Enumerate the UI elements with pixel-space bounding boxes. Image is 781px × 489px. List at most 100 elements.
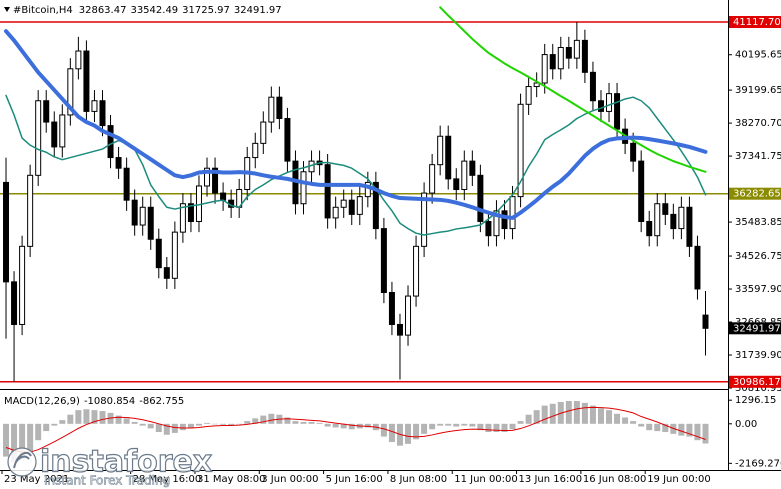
macd-bar xyxy=(268,413,275,424)
macd-bar xyxy=(19,423,26,461)
candle-body xyxy=(493,210,500,237)
macd-bar xyxy=(43,423,50,432)
y-tick-label: 40195.65 xyxy=(735,50,781,61)
candle-body xyxy=(557,46,564,70)
candle-body xyxy=(413,245,420,297)
macd-bar xyxy=(606,410,613,424)
candle-body xyxy=(702,314,709,329)
candle-body xyxy=(654,203,661,237)
macd-bar xyxy=(244,421,251,424)
candle-body xyxy=(147,206,154,240)
y-tick-label: 31739.90 xyxy=(735,350,781,361)
macd-bar xyxy=(413,423,420,440)
header-arrow xyxy=(4,7,10,12)
macd-bar xyxy=(501,423,508,433)
candle-body xyxy=(517,103,524,198)
price-panel xyxy=(0,6,728,383)
macd-name: MACD(12,26,9) xyxy=(4,396,80,407)
macd-bar xyxy=(597,408,604,424)
header-open: 32863.47 xyxy=(79,5,127,16)
x-tick-label: 28 May 16:00 xyxy=(133,474,202,485)
macd-bar xyxy=(517,421,524,424)
y-tick-label: 37341.75 xyxy=(735,151,781,162)
candle-body xyxy=(179,203,186,233)
candle-body xyxy=(606,93,613,112)
candle-body xyxy=(83,50,90,112)
macd-bar xyxy=(573,401,580,424)
macd-value: -1080.854 xyxy=(84,396,135,407)
macd-bar xyxy=(171,423,178,433)
level-label: 36282.65 xyxy=(733,189,781,200)
macd-bar xyxy=(187,423,194,429)
candle-body xyxy=(43,100,50,123)
level-label: 41117.70 xyxy=(733,17,781,28)
candle-body xyxy=(340,199,347,208)
macd-bar xyxy=(220,423,227,425)
candle-body xyxy=(171,231,178,279)
candle-body xyxy=(187,203,194,222)
logo-circle xyxy=(7,447,37,477)
current-price-label: 32491.97 xyxy=(733,323,781,334)
candle-body xyxy=(139,206,146,226)
macd-bar xyxy=(300,421,307,424)
header-high: 33542.49 xyxy=(130,5,178,16)
candle-body xyxy=(163,267,170,279)
header-low: 31725.97 xyxy=(182,5,230,16)
macd-bar xyxy=(11,423,18,463)
macd-bar xyxy=(139,423,146,426)
candle-body xyxy=(35,100,42,176)
candle-body xyxy=(686,206,693,247)
moving-average xyxy=(439,6,707,173)
macd-bar xyxy=(35,423,42,441)
macd-bar xyxy=(525,414,532,424)
macd-bar xyxy=(228,423,235,426)
candle-body xyxy=(453,178,460,191)
watermark: instaforex Instant Forex Trading xyxy=(7,444,213,488)
macd-bar xyxy=(686,423,693,437)
candle-body xyxy=(11,281,18,325)
level-label: 30986.17 xyxy=(733,377,781,388)
x-tick-label: 3 Jun 00:00 xyxy=(261,474,318,485)
y-tick-label: 33597.90 xyxy=(735,284,781,295)
candle-body xyxy=(405,295,412,336)
x-tick-label: 23 May 2021 xyxy=(4,474,69,485)
candle-body xyxy=(284,118,291,162)
macd-bar xyxy=(477,423,484,431)
macd-bar xyxy=(324,423,331,427)
candle-body xyxy=(123,167,130,201)
macd-bar xyxy=(147,423,154,429)
candle-body xyxy=(662,203,669,215)
candle-body xyxy=(372,181,379,230)
macd-bar xyxy=(493,423,500,433)
candle-body xyxy=(332,206,339,219)
candle-body xyxy=(380,228,387,294)
candle-body xyxy=(565,46,572,59)
macd-bar xyxy=(622,417,629,424)
macd-bar xyxy=(51,423,58,426)
candle-body xyxy=(348,199,355,215)
macd-bar xyxy=(67,414,74,424)
macd-bar xyxy=(662,423,669,433)
candle-body xyxy=(155,238,162,269)
x-tick-label: 8 Jun 08:00 xyxy=(390,474,447,485)
candle-body xyxy=(99,100,106,127)
header-close: 32491.97 xyxy=(234,5,282,16)
macd-bar xyxy=(340,423,347,429)
logo-mark xyxy=(13,451,32,469)
y-tick-label: 38270.70 xyxy=(735,118,781,129)
candle-body xyxy=(429,164,436,194)
macd-bar xyxy=(83,409,90,424)
axes: 40195.65 39199.65 38270.70 37341.75 35483.85… xyxy=(1,15,781,485)
candle-body xyxy=(549,54,556,70)
candle-body xyxy=(204,167,211,187)
candle-body xyxy=(67,68,74,116)
macd-bar xyxy=(332,423,339,428)
candle-body xyxy=(220,192,227,201)
macd-bar xyxy=(99,411,106,424)
candle-body xyxy=(268,96,275,123)
macd-bar xyxy=(155,423,162,433)
candle-body xyxy=(638,160,645,222)
level-label-box xyxy=(729,375,781,388)
macd-bar xyxy=(348,423,355,430)
